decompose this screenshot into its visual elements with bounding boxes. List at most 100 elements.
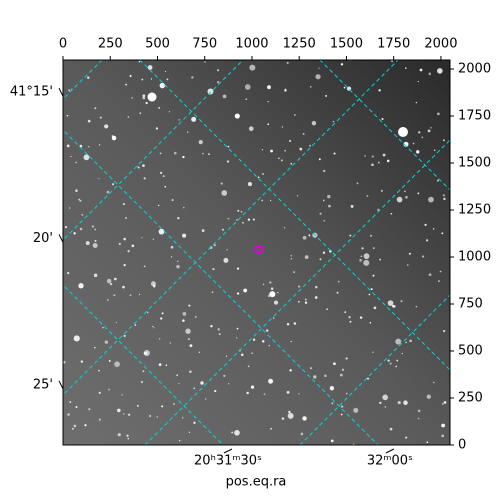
star: [380, 189, 383, 192]
y-tick-label: 2000: [458, 62, 491, 77]
star: [443, 197, 446, 201]
star: [432, 228, 435, 230]
star: [270, 149, 273, 153]
star: [158, 204, 160, 207]
star: [185, 328, 191, 334]
star: [278, 157, 280, 160]
dec-tick: [58, 87, 64, 97]
star: [298, 300, 300, 303]
star: [223, 257, 229, 263]
star: [161, 312, 164, 315]
star: [231, 431, 234, 434]
dec-tick-label: 25': [33, 377, 53, 392]
star: [227, 145, 230, 148]
star: [145, 101, 148, 105]
star: [178, 119, 180, 121]
star: [124, 216, 128, 220]
star: [345, 357, 348, 360]
star: [129, 74, 132, 78]
star: [428, 196, 434, 203]
star: [173, 151, 177, 155]
star: [189, 344, 193, 348]
star: [122, 203, 125, 206]
star: [313, 375, 317, 379]
stars: [63, 60, 447, 445]
star: [182, 206, 185, 209]
star: [370, 234, 373, 237]
star: [223, 374, 226, 378]
star: [166, 78, 169, 81]
star: [67, 413, 70, 416]
star: [251, 352, 253, 354]
star: [147, 92, 157, 102]
star: [309, 367, 312, 370]
star: [142, 164, 145, 167]
star: [340, 413, 343, 416]
star: [319, 258, 322, 261]
star: [106, 190, 110, 194]
star: [290, 162, 293, 165]
star: [263, 393, 266, 396]
star: [382, 394, 388, 401]
star: [176, 374, 178, 377]
star: [384, 406, 387, 408]
star: [98, 418, 101, 421]
star: [302, 235, 307, 240]
star: [304, 298, 307, 301]
star: [340, 63, 344, 66]
star: [236, 327, 239, 330]
star: [227, 383, 230, 385]
star: [336, 291, 339, 294]
x-tick-label: 1250: [283, 37, 316, 52]
star: [373, 306, 377, 310]
star: [290, 255, 292, 257]
star: [73, 232, 76, 235]
star: [142, 96, 146, 100]
star: [302, 132, 305, 135]
star: [67, 272, 70, 275]
star: [318, 158, 321, 161]
star: [88, 408, 91, 411]
star: [164, 70, 167, 73]
star: [188, 431, 191, 433]
star: [340, 405, 344, 408]
star: [111, 135, 117, 141]
star: [240, 210, 243, 213]
star: [428, 72, 432, 76]
star: [428, 273, 432, 277]
star: [121, 394, 123, 396]
star: [378, 89, 381, 92]
ra-tick: [223, 448, 233, 454]
star: [287, 412, 294, 419]
star: [361, 247, 364, 250]
star: [421, 136, 424, 139]
star: [150, 78, 153, 80]
star: [160, 317, 163, 320]
star: [257, 176, 260, 179]
star: [113, 294, 116, 297]
star: [315, 285, 318, 289]
star: [70, 155, 72, 158]
star: [79, 227, 83, 231]
x-tick-label: 0: [59, 37, 67, 52]
star: [188, 304, 191, 307]
star: [319, 212, 322, 215]
y-tick-label: 0: [458, 438, 466, 453]
star: [395, 338, 402, 345]
star: [417, 192, 420, 195]
star: [437, 68, 443, 74]
star: [318, 67, 320, 69]
star: [332, 120, 335, 123]
star: [226, 249, 228, 251]
star: [398, 127, 408, 137]
star: [221, 228, 225, 231]
star: [356, 182, 359, 185]
x-tick-label: 750: [192, 37, 217, 52]
star: [426, 239, 429, 242]
star: [218, 333, 221, 336]
star: [140, 380, 144, 384]
star: [94, 107, 97, 110]
star: [118, 242, 121, 246]
star: [245, 98, 248, 101]
star: [392, 304, 395, 308]
